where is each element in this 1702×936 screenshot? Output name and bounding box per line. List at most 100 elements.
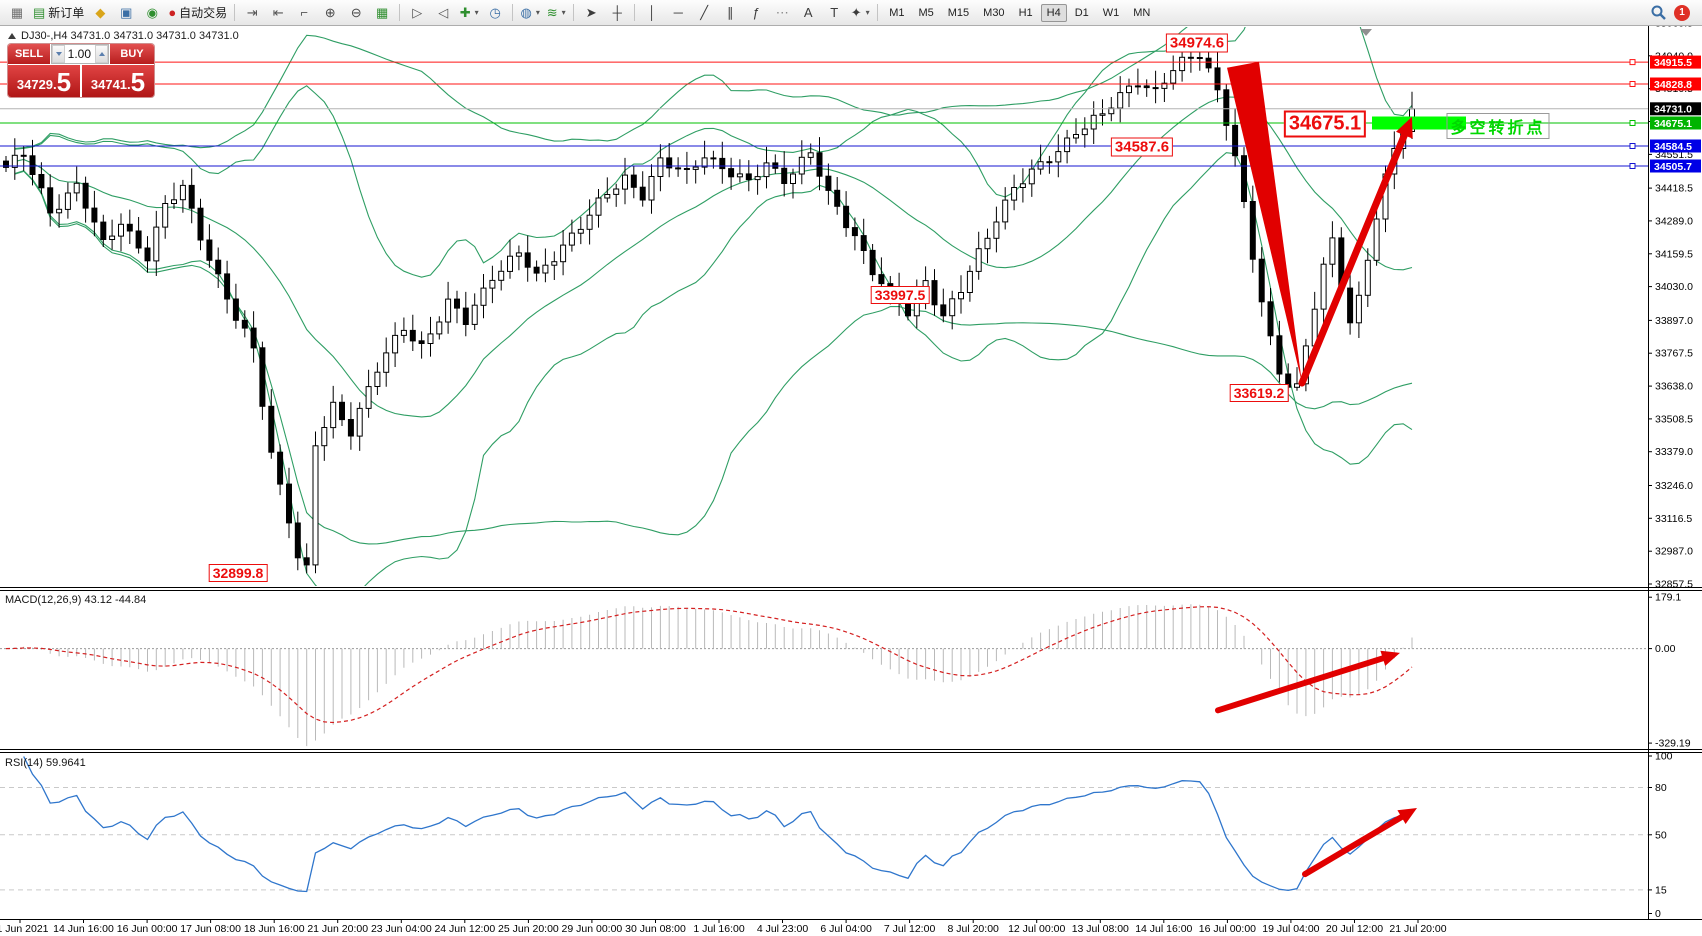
volume-spinner[interactable]: 1.00 xyxy=(51,44,109,64)
market-watch-icon[interactable]: ▣ xyxy=(113,3,139,23)
down-trend-arrow[interactable] xyxy=(1227,61,1302,383)
timeframe-button-w1[interactable]: W1 xyxy=(1102,6,1120,19)
shapes-icon[interactable]: ✦ ▾ xyxy=(847,3,873,23)
timeframe-button-h1[interactable]: H1 xyxy=(1018,6,1033,19)
auto-trading-button[interactable]: ● 自动交易 xyxy=(165,3,230,23)
fibonacci-icon[interactable]: ƒ xyxy=(743,3,769,23)
price-tags[interactable]: 34915.5 34828.8 34731.0 34675.1 34584.5 34505… xyxy=(1650,55,1701,173)
timeframe-button-m1[interactable]: M1 xyxy=(889,6,905,19)
grid-icon[interactable]: ⋯ xyxy=(769,3,795,23)
price-tick-label: 33116.5 xyxy=(1655,513,1692,525)
rsi-tick-label: 80 xyxy=(1655,782,1667,794)
volume-increase-button[interactable] xyxy=(95,45,108,63)
price-annotation[interactable]: 33619.2 xyxy=(1229,383,1289,402)
notifications-badge[interactable]: 1 xyxy=(1674,4,1690,21)
channel-icon[interactable]: ∥ xyxy=(717,3,743,23)
hline-handle[interactable] xyxy=(1629,143,1636,149)
price-annotation[interactable]: 34974.6 xyxy=(1165,33,1229,53)
price-tick-label: 34030.0 xyxy=(1655,281,1693,293)
dropdown-arrow-icon: ▾ xyxy=(474,8,479,17)
hline-icon[interactable]: ─ xyxy=(665,3,691,23)
price-tick-label: 33638.0 xyxy=(1655,381,1693,393)
time-tick-label: 21 Jun 20:00 xyxy=(307,923,368,935)
toolbar-separator xyxy=(512,4,514,21)
symbol-ohlc-line: DJ30-,H4 34731.0 34731.0 34731.0 34731.0 xyxy=(21,30,239,42)
price-annotation[interactable]: 32899.8 xyxy=(208,563,268,582)
chart-shift-icon[interactable]: ⇥ xyxy=(239,3,265,23)
scale-fix-icon[interactable]: ⌐ xyxy=(291,3,317,23)
price-tag-34828.8[interactable]: 34828.8 xyxy=(1654,79,1692,91)
buy-button[interactable]: BUY xyxy=(110,44,154,64)
macd-pane[interactable] xyxy=(0,604,1648,747)
fibonacci-icon: ƒ xyxy=(752,5,760,20)
new-chart-icon[interactable]: ▦ xyxy=(4,3,30,23)
timeframe-button-m5[interactable]: M5 xyxy=(918,6,934,19)
auto-scroll-icon[interactable]: ⇤ xyxy=(265,3,291,23)
crosshair-icon: ┼ xyxy=(612,5,622,20)
rsi-tick-label: 15 xyxy=(1655,884,1667,896)
toolbar-separator xyxy=(399,4,401,21)
vline-icon[interactable]: │ xyxy=(639,3,665,23)
volume-decrease-button[interactable] xyxy=(52,45,65,63)
timeframe-button-mn[interactable]: MN xyxy=(1133,6,1151,19)
hline-handle[interactable] xyxy=(1629,120,1636,126)
clock-icon: ◷ xyxy=(489,4,501,20)
rsi-axis[interactable]: 100 80 50 15 0 xyxy=(1648,751,1673,921)
sell-price-button[interactable]: 34729. 5 xyxy=(8,65,80,97)
chart-overlay-icon[interactable]: ◁ xyxy=(430,3,456,23)
sell-button[interactable]: SELL xyxy=(8,44,50,64)
macd-up-arrow[interactable] xyxy=(1215,650,1400,714)
price-tag-34915.5[interactable]: 34915.5 xyxy=(1654,57,1692,69)
chart-type-icon[interactable]: ◍ ▾ xyxy=(517,3,543,23)
signals-icon[interactable]: ◉ xyxy=(139,3,165,23)
price-tag-34505.7[interactable]: 34505.7 xyxy=(1654,161,1692,173)
hline-handle[interactable] xyxy=(1629,59,1636,66)
zoom-out-icon[interactable]: ⊖ xyxy=(343,3,369,23)
price-annotation[interactable]: 34675.1 xyxy=(1283,110,1367,138)
search-icon[interactable] xyxy=(1651,5,1666,20)
label-icon[interactable]: T xyxy=(821,3,847,23)
templates-icon[interactable]: ≋ ▾ xyxy=(543,3,569,23)
timeframe-button-m15[interactable]: M15 xyxy=(947,6,970,19)
collapse-triangle-icon[interactable] xyxy=(8,33,16,39)
add-indicator-icon[interactable]: ✚ ▾ xyxy=(456,3,482,23)
chart-background[interactable] xyxy=(0,26,1702,936)
hline-handle[interactable] xyxy=(1629,163,1636,169)
rsi-tick-label: 50 xyxy=(1655,829,1667,841)
rsi-up-arrow[interactable] xyxy=(1302,807,1417,878)
time-tick-label: 13 Jul 08:00 xyxy=(1072,923,1129,935)
timeframe-button-h4[interactable]: H4 xyxy=(1040,3,1067,22)
price-annotation[interactable]: 33997.5 xyxy=(870,286,930,304)
text-icon[interactable]: A xyxy=(795,3,821,23)
chart-shift-end-icon[interactable]: ▷ xyxy=(404,3,430,23)
timeframe-button-d1[interactable]: D1 xyxy=(1074,6,1089,19)
tile-windows-icon[interactable]: ▦ xyxy=(369,3,395,23)
macd-indicator-label: MACD(12,26,9) 43.12 -44.84 xyxy=(5,594,147,606)
clock-icon[interactable]: ◷ xyxy=(482,3,508,23)
macd-axis[interactable]: 179.1 0.00 -329.19 xyxy=(1648,592,1691,750)
zoom-in-icon[interactable]: ⊕ xyxy=(317,3,343,23)
crosshair-icon[interactable]: ┼ xyxy=(604,3,630,23)
trendline-icon[interactable]: ╱ xyxy=(691,3,717,23)
time-tick-label: 4 Jul 23:00 xyxy=(757,923,809,935)
price-tag-34731[interactable]: 34731.0 xyxy=(1654,104,1692,116)
symbol-header: DJ30-,H4 34731.0 34731.0 34731.0 34731.0 xyxy=(8,30,239,42)
grid-icon: ⋯ xyxy=(775,4,789,20)
turning-point-highlight[interactable] xyxy=(1372,116,1466,130)
up-trend-arrow[interactable] xyxy=(1298,116,1413,387)
timeframe-button-m30[interactable]: M30 xyxy=(983,6,1005,19)
price-annotation[interactable]: 34587.6 xyxy=(1110,137,1174,157)
history-center-icon[interactable]: ◆ xyxy=(87,3,113,23)
turning-point-label[interactable]: 多空转折点 xyxy=(1446,113,1550,140)
price-levels[interactable] xyxy=(0,59,1648,169)
cursor-icon[interactable]: ➤ xyxy=(578,3,604,23)
new-order-button[interactable]: ▤ 新订单 xyxy=(30,3,87,23)
rsi-pane[interactable] xyxy=(0,756,1648,893)
volume-value[interactable]: 1.00 xyxy=(67,47,91,61)
price-tag-34675.1[interactable]: 34675.1 xyxy=(1654,118,1692,130)
hline-handle[interactable] xyxy=(1629,81,1636,87)
price-tag-34584.5[interactable]: 34584.5 xyxy=(1654,141,1692,153)
buy-price-button[interactable]: 34741. 5 xyxy=(82,65,154,97)
